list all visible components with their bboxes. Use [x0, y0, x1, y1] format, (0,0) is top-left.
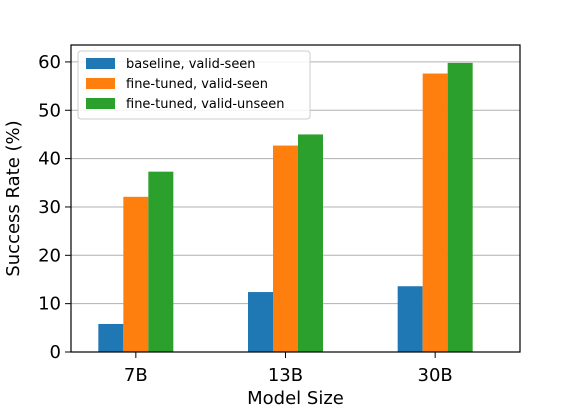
legend-entry-label: baseline, valid-seen	[126, 57, 256, 72]
legend-entry-label: fine-tuned, valid-seen	[126, 77, 268, 92]
y-tick-label: 40	[38, 149, 61, 170]
bar-30B-series-2	[447, 62, 473, 353]
legend-box	[77, 50, 311, 120]
x-tick-label: 30B	[418, 365, 453, 386]
y-axis-ticks: 0 10 20 30 40 50 60	[38, 52, 71, 363]
bar-30B-series-0	[397, 286, 423, 352]
x-axis-ticks: 7B 13B 30B	[124, 352, 453, 386]
y-tick-label: 30	[38, 197, 61, 218]
legend: baseline, valid-seen fine-tuned, valid-se…	[77, 50, 311, 120]
y-tick-label: 50	[38, 100, 61, 121]
x-axis-title: Model Size	[247, 388, 344, 409]
bar-13B-series-2	[298, 134, 323, 352]
legend-entry-label: fine-tuned, valid-unseen	[126, 97, 285, 112]
bar-13B-series-0	[248, 292, 273, 352]
y-axis-title: Success Rate (%)	[3, 120, 24, 276]
legend-swatch-1	[86, 78, 115, 89]
y-tick-label: 20	[38, 245, 61, 266]
y-tick-label: 10	[38, 294, 61, 315]
legend-swatch-2	[86, 98, 115, 109]
legend-swatch-0	[86, 58, 115, 69]
plot-frame	[70, 44, 521, 353]
bars	[98, 62, 473, 353]
bar-30B-series-1	[422, 73, 448, 352]
x-tick-label: 7B	[124, 365, 148, 386]
bar-7B-series-1	[123, 196, 149, 352]
bar-13B-series-1	[273, 145, 298, 352]
y-tick-label: 60	[38, 52, 61, 73]
bar-7B-series-2	[148, 171, 174, 352]
y-tick-label: 0	[50, 342, 61, 363]
x-tick-label: 13B	[268, 365, 303, 386]
bar-7B-series-0	[98, 323, 124, 352]
